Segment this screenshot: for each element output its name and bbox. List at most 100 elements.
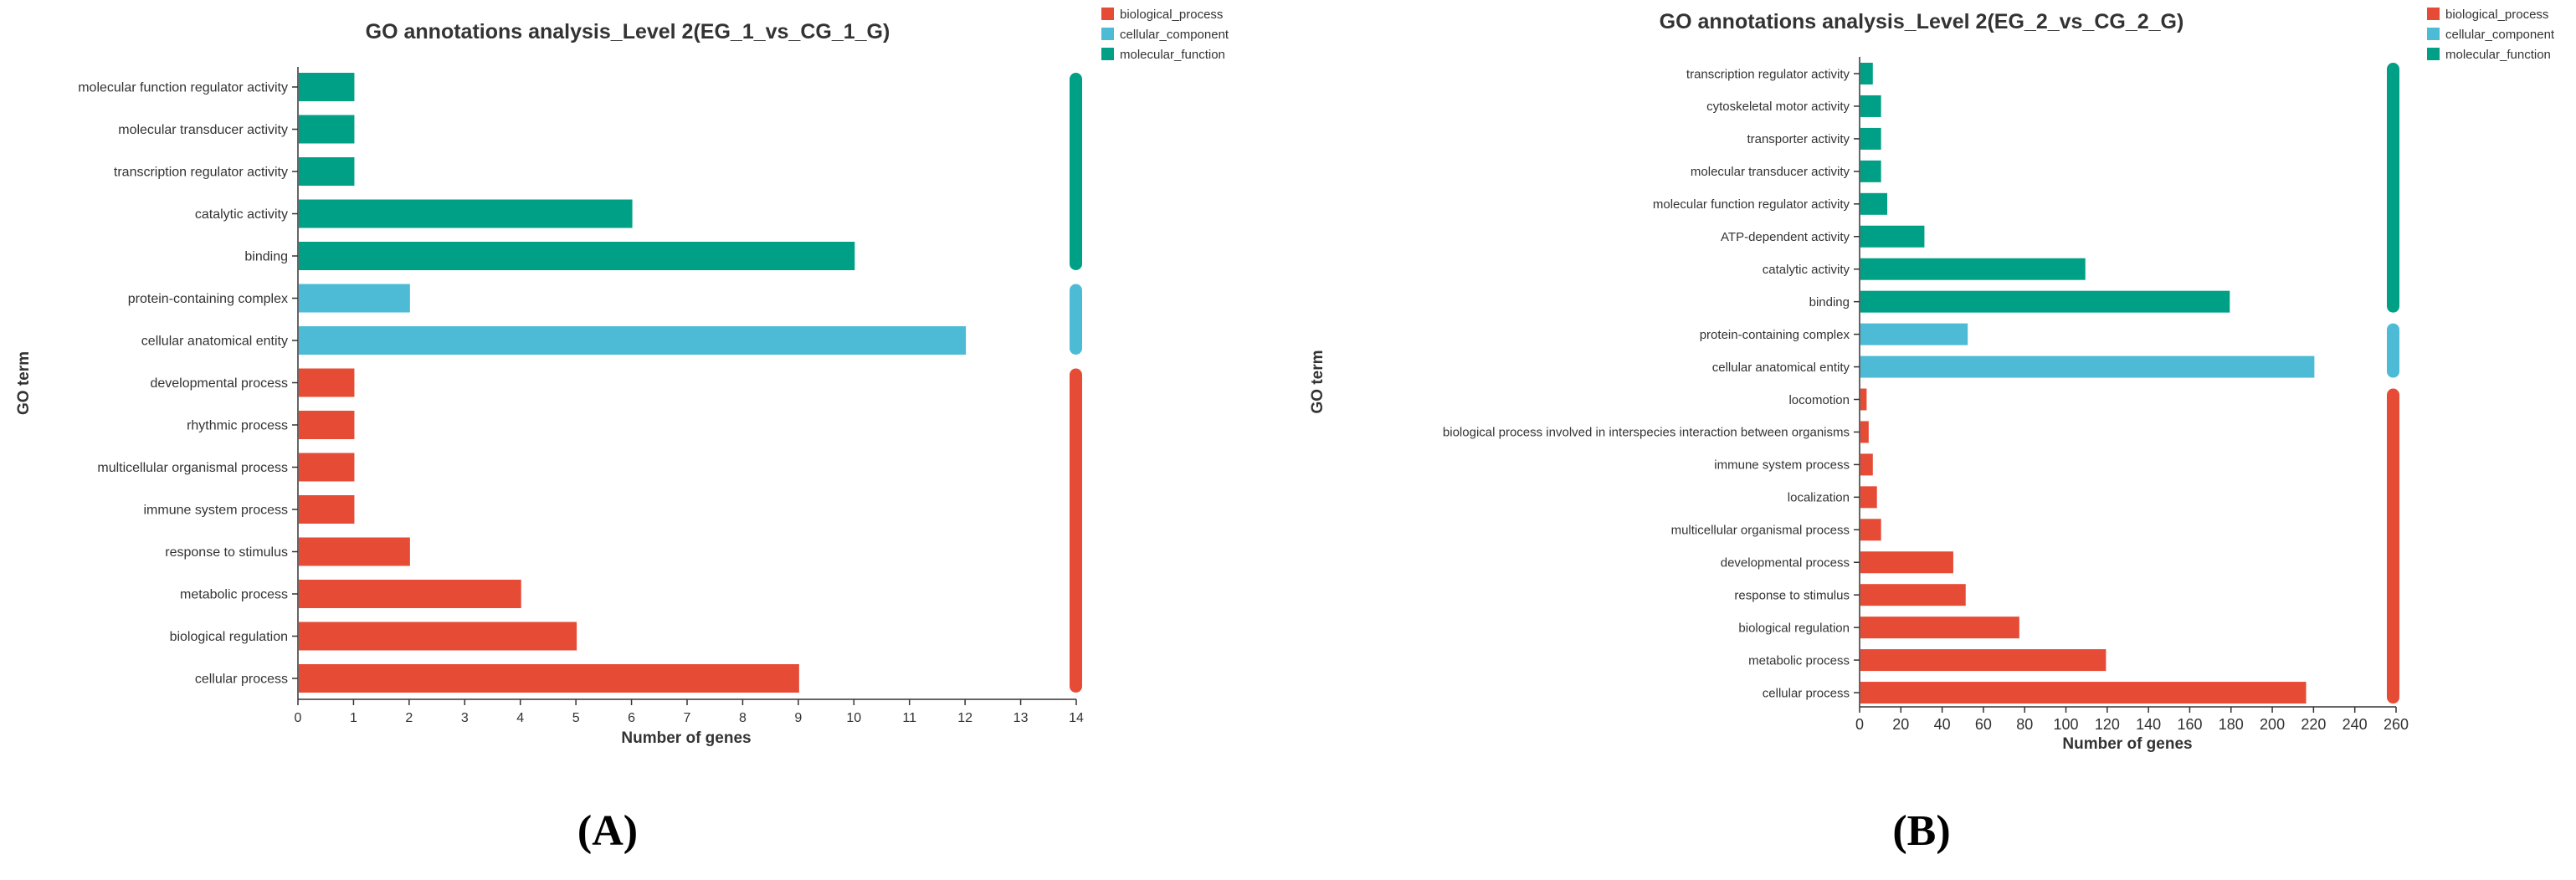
chart-a-category-label: binding bbox=[244, 250, 288, 264]
chart-a-legend-label-cellular_component: cellular_component bbox=[1120, 28, 1229, 42]
chart-a-category-label: molecular transducer activity bbox=[118, 123, 288, 137]
chart-b-category-label: transcription regulator activity bbox=[1686, 67, 1850, 81]
chart-a-bar bbox=[299, 368, 355, 397]
chart-b-bar bbox=[1860, 551, 1953, 574]
chart-b-category-label: metabolic process bbox=[1748, 653, 1850, 668]
chart-b-bar bbox=[1860, 160, 1881, 182]
chart-b-category-label: molecular function regulator activity bbox=[1653, 197, 1850, 212]
chart-a-bar bbox=[299, 622, 577, 651]
chart-b-category-label: cellular anatomical entity bbox=[1712, 361, 1850, 375]
chart-a-x-tick-label-8: 8 bbox=[739, 711, 747, 725]
chart-b-bar bbox=[1860, 192, 1888, 215]
chart-a-bar bbox=[299, 284, 410, 313]
chart-b-category-label: multicellular organismal process bbox=[1671, 524, 1850, 538]
chart-a-category-label: transcription regulator activity bbox=[114, 166, 288, 180]
chart-b-legend-label-molecular_function: molecular_function bbox=[2445, 48, 2551, 62]
chart-a-x-tick-label-4: 4 bbox=[516, 711, 524, 725]
chart-a-bar bbox=[299, 242, 855, 270]
chart-b-category-label: molecular transducer activity bbox=[1691, 165, 1850, 179]
chart-a-x-tick-label-12: 12 bbox=[957, 711, 972, 725]
chart-b-x-tick-label-240: 240 bbox=[2343, 716, 2368, 733]
chart-b-category-label: locomotion bbox=[1788, 393, 1850, 407]
chart-b-bar bbox=[1860, 421, 1869, 443]
chart-b-x-tick-label-100: 100 bbox=[2054, 716, 2079, 733]
chart-a-x-tick-label-10: 10 bbox=[846, 711, 861, 725]
chart-a-x-tick-label-14: 14 bbox=[1069, 711, 1084, 725]
chart-a-bar bbox=[299, 453, 355, 482]
chart-a-x-tick-label-7: 7 bbox=[684, 711, 691, 725]
chart-b-legend-swatch-biological_process bbox=[2427, 8, 2440, 20]
chart-a-x-tick-label-13: 13 bbox=[1013, 711, 1029, 725]
chart-b-category-label: transporter activity bbox=[1747, 132, 1850, 146]
chart-b-legend-label-biological_process: biological_process bbox=[2445, 8, 2548, 22]
chart-b-x-tick-label-140: 140 bbox=[2136, 716, 2161, 733]
chart-b-bar bbox=[1860, 258, 2086, 280]
chart-a-legend-swatch-molecular_function bbox=[1101, 48, 1114, 60]
chart-a-group-indicator-molecular_function bbox=[1070, 73, 1082, 270]
chart-b-bar bbox=[1860, 649, 2106, 672]
chart-a-bar bbox=[299, 73, 355, 101]
chart-a-category-label: metabolic process bbox=[180, 588, 288, 602]
chart-a-category-label: molecular function regulator activity bbox=[78, 81, 288, 95]
chart-a-legend-label-biological_process: biological_process bbox=[1120, 8, 1223, 22]
chart-b-category-label: biological process involved in interspec… bbox=[1443, 426, 1850, 440]
chart-b-bar bbox=[1860, 486, 1877, 509]
chart-b-category-label: biological regulation bbox=[1738, 621, 1850, 635]
chart-b-group-indicator-biological_process bbox=[2387, 388, 2399, 704]
chart-a-bar bbox=[299, 199, 633, 228]
chart-b-bar bbox=[1860, 519, 1881, 541]
chart-b-legend-swatch-cellular_component bbox=[2427, 28, 2440, 40]
chart-b-bar bbox=[1860, 290, 2230, 313]
chart-b-x-tick-label-200: 200 bbox=[2260, 716, 2285, 733]
chart-a-bar bbox=[299, 157, 355, 186]
chart-a-panel-label: (A) bbox=[577, 807, 638, 855]
chart-b-category-label: ATP-dependent activity bbox=[1721, 230, 1850, 244]
chart-b-bar bbox=[1860, 584, 1966, 606]
chart-b-x-tick-label-80: 80 bbox=[2016, 716, 2033, 733]
chart-b-category-label: response to stimulus bbox=[1734, 588, 1850, 602]
chart-a-x-tick-label-6: 6 bbox=[628, 711, 635, 725]
chart-b-category-label: catalytic activity bbox=[1763, 263, 1850, 277]
chart-b-bar bbox=[1860, 127, 1881, 150]
chart-b-group-indicator-molecular_function bbox=[2387, 63, 2399, 313]
chart-a-category-label: catalytic activity bbox=[195, 207, 288, 222]
chart-a-group-indicator-cellular_component bbox=[1070, 284, 1082, 355]
chart-a-category-label: protein-containing complex bbox=[128, 292, 288, 306]
chart-b-bar bbox=[1860, 453, 1873, 476]
chart-b-x-tick-label-260: 260 bbox=[2384, 716, 2409, 733]
chart-a-category-label: cellular process bbox=[195, 673, 288, 687]
chart-b-bar bbox=[1860, 682, 2307, 704]
chart-b-bar bbox=[1860, 617, 2019, 639]
chart-a-category-label: immune system process bbox=[144, 504, 289, 518]
chart-b-bar bbox=[1860, 388, 1867, 411]
chart-a-y-axis-title: GO term bbox=[15, 351, 33, 415]
chart-a-bar bbox=[299, 664, 799, 693]
chart-b-x-tick-label-220: 220 bbox=[2301, 716, 2326, 733]
chart-a-x-axis-title: Number of genes bbox=[621, 729, 751, 747]
chart-a-legend-swatch-biological_process bbox=[1101, 8, 1114, 20]
chart-a-x-tick-label-1: 1 bbox=[350, 711, 357, 725]
chart-a-category-label: cellular anatomical entity bbox=[141, 335, 288, 349]
chart-a-bar bbox=[299, 580, 521, 608]
chart-a-category-label: developmental process bbox=[150, 376, 288, 391]
chart-b-x-tick-label-120: 120 bbox=[2095, 716, 2120, 733]
chart-b-legend-swatch-molecular_function bbox=[2427, 48, 2440, 60]
chart-b-category-label: developmental process bbox=[1721, 556, 1850, 570]
chart-b-legend-label-cellular_component: cellular_component bbox=[2445, 28, 2555, 42]
chart-a-x-tick-label-5: 5 bbox=[572, 711, 580, 725]
chart-a-x-tick-label-9: 9 bbox=[794, 711, 802, 725]
chart-b-x-tick-label-0: 0 bbox=[1855, 716, 1864, 733]
chart-b-x-tick-label-20: 20 bbox=[1892, 716, 1909, 733]
chart-b-category-label: cytoskeletal motor activity bbox=[1706, 100, 1850, 114]
chart-b-category-label: protein-containing complex bbox=[1700, 328, 1850, 342]
chart-a-x-tick-label-2: 2 bbox=[405, 711, 413, 725]
chart-b-panel-label: (B) bbox=[1892, 807, 1950, 855]
chart-a-group-indicator-biological_process bbox=[1070, 368, 1082, 693]
chart-a-bar bbox=[299, 495, 355, 524]
chart-b-title: GO annotations analysis_Level 2(EG_2_vs_… bbox=[1660, 10, 2184, 33]
chart-b-group-indicator-cellular_component bbox=[2387, 323, 2399, 378]
chart-a-legend-swatch-cellular_component bbox=[1101, 28, 1114, 40]
chart-a-legend-label-molecular_function: molecular_function bbox=[1120, 48, 1225, 62]
chart-b-x-tick-label-60: 60 bbox=[1975, 716, 1992, 733]
